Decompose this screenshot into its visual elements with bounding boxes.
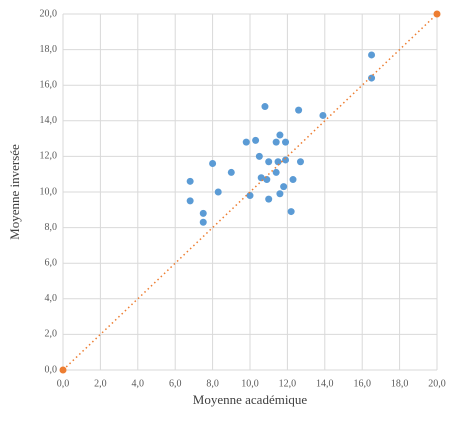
point: [263, 176, 271, 184]
point: [242, 138, 250, 146]
point: [227, 168, 235, 176]
point: [246, 192, 254, 200]
point: [59, 366, 67, 374]
y-axis-title: Moyenne inversée: [7, 144, 22, 240]
point: [199, 209, 207, 217]
y-tick-label: 16,0: [40, 79, 58, 90]
point: [319, 111, 327, 119]
x-axis-title: Moyenne académique: [193, 392, 308, 407]
point: [261, 103, 269, 111]
point: [186, 177, 194, 185]
point: [289, 176, 297, 184]
point: [295, 106, 303, 114]
point: [282, 156, 290, 164]
x-tick-label: 12,0: [279, 378, 297, 389]
point: [199, 218, 207, 226]
y-tick-label: 6,0: [45, 257, 58, 268]
y-tick-label: 0,0: [45, 364, 58, 375]
point: [282, 138, 290, 146]
y-tick-label: 20,0: [40, 8, 58, 19]
point: [280, 183, 288, 191]
point: [368, 51, 376, 59]
point: [265, 195, 273, 203]
x-tick-label: 18,0: [391, 378, 409, 389]
point: [274, 158, 282, 166]
point: [209, 160, 217, 168]
x-tick-label: 10,0: [241, 378, 259, 389]
x-tick-label: 2,0: [94, 378, 107, 389]
y-tick-label: 12,0: [40, 151, 58, 162]
x-tick-label: 0,0: [57, 378, 70, 389]
point: [433, 10, 441, 18]
point: [296, 158, 304, 166]
y-tick-label: 8,0: [45, 222, 58, 233]
point: [368, 74, 376, 82]
point: [252, 136, 260, 144]
point: [272, 138, 280, 146]
y-tick-label: 14,0: [40, 115, 58, 126]
trend-line: [62, 13, 438, 371]
point: [276, 190, 284, 198]
point: [265, 158, 273, 166]
y-tick-label: 18,0: [40, 44, 58, 55]
point: [257, 174, 265, 182]
x-tick-label: 14,0: [316, 378, 334, 389]
y-tick-label: 10,0: [40, 186, 58, 197]
point: [272, 168, 280, 176]
x-tick-label: 8,0: [206, 378, 219, 389]
x-tick-label: 4,0: [132, 378, 145, 389]
x-tick-label: 6,0: [169, 378, 182, 389]
point: [276, 131, 284, 139]
y-tick-label: 4,0: [45, 293, 58, 304]
x-tick-label: 16,0: [353, 378, 371, 389]
point: [255, 152, 263, 160]
point: [287, 208, 295, 216]
x-tick-label: 20,0: [428, 378, 446, 389]
point: [186, 197, 194, 205]
y-tick-label: 2,0: [45, 329, 58, 340]
point: [214, 188, 222, 196]
